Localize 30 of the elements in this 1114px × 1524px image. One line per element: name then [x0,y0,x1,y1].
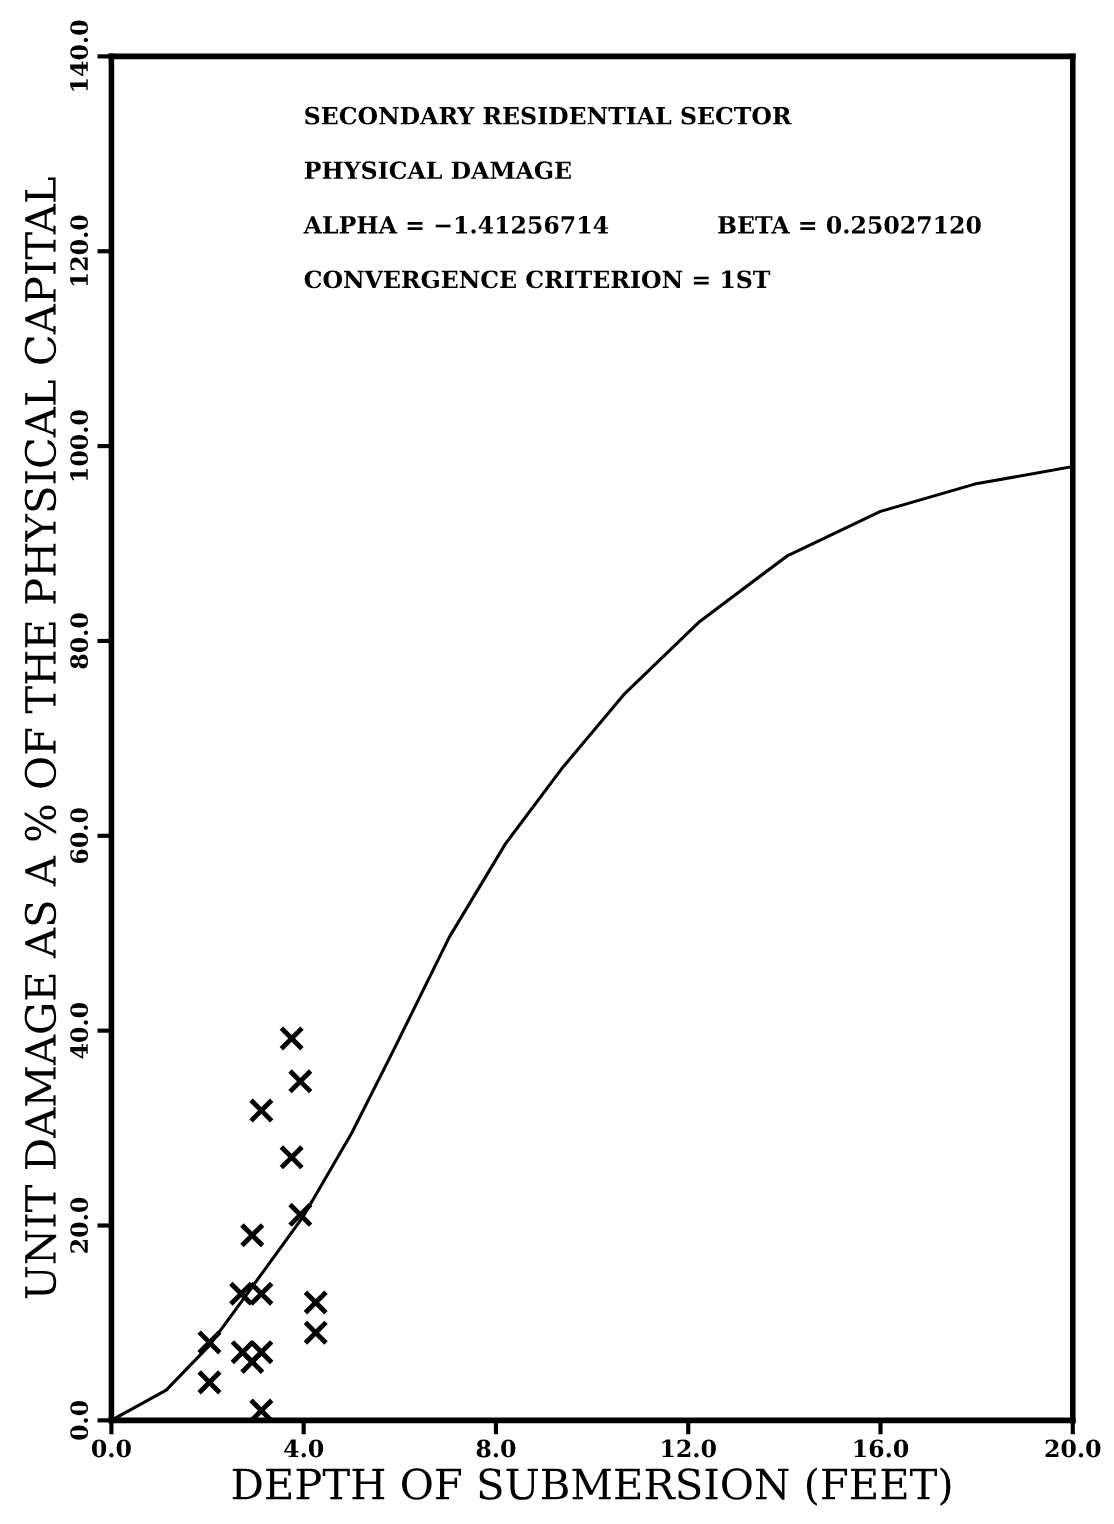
y-tick-label: 20.0 [70,1197,89,1253]
y-tick-label: 100.0 [70,410,89,481]
point [248,1097,275,1124]
y-tick-label: 60.0 [70,808,89,864]
annotation: PHYSICAL DAMAGE [304,161,571,180]
x-tick-label: 8.0 [476,1439,516,1458]
x-tick-label: 20.0 [1045,1439,1101,1458]
point [239,1349,265,1375]
y-tick-label: 120.0 [70,215,89,286]
y-tick-label: 140.0 [70,20,89,91]
point [302,1319,329,1346]
point [239,1222,265,1248]
x-axis-title: DEPTH OF SUBMERSION (FEET) [232,1467,951,1506]
y-tick-label: 80.0 [70,613,89,669]
point [302,1289,329,1316]
x-tick-label: 0.0 [91,1439,131,1458]
x-tick-label: 4.0 [284,1439,324,1458]
annotation: CONVERGENCE CRITERION = 1ST [304,270,771,289]
x-tick-label: 12.0 [662,1439,716,1458]
y-axis-title: UNIT DAMAGE AS A % OF THE PHYSICAL CAPITAL [24,177,57,1299]
annotation: ALPHA = −1.41256714 [303,215,609,234]
point [196,1369,223,1396]
annotation: BETA = 0.25027120 [718,215,981,234]
point [248,1397,275,1421]
point [278,1025,305,1052]
annotation: SECONDARY RESIDENTIAL SECTOR [305,106,792,125]
x-tick-label: 16.0 [854,1439,909,1458]
y-tick-label: 40.0 [70,1003,89,1059]
point [278,1144,305,1171]
point [287,1068,314,1095]
